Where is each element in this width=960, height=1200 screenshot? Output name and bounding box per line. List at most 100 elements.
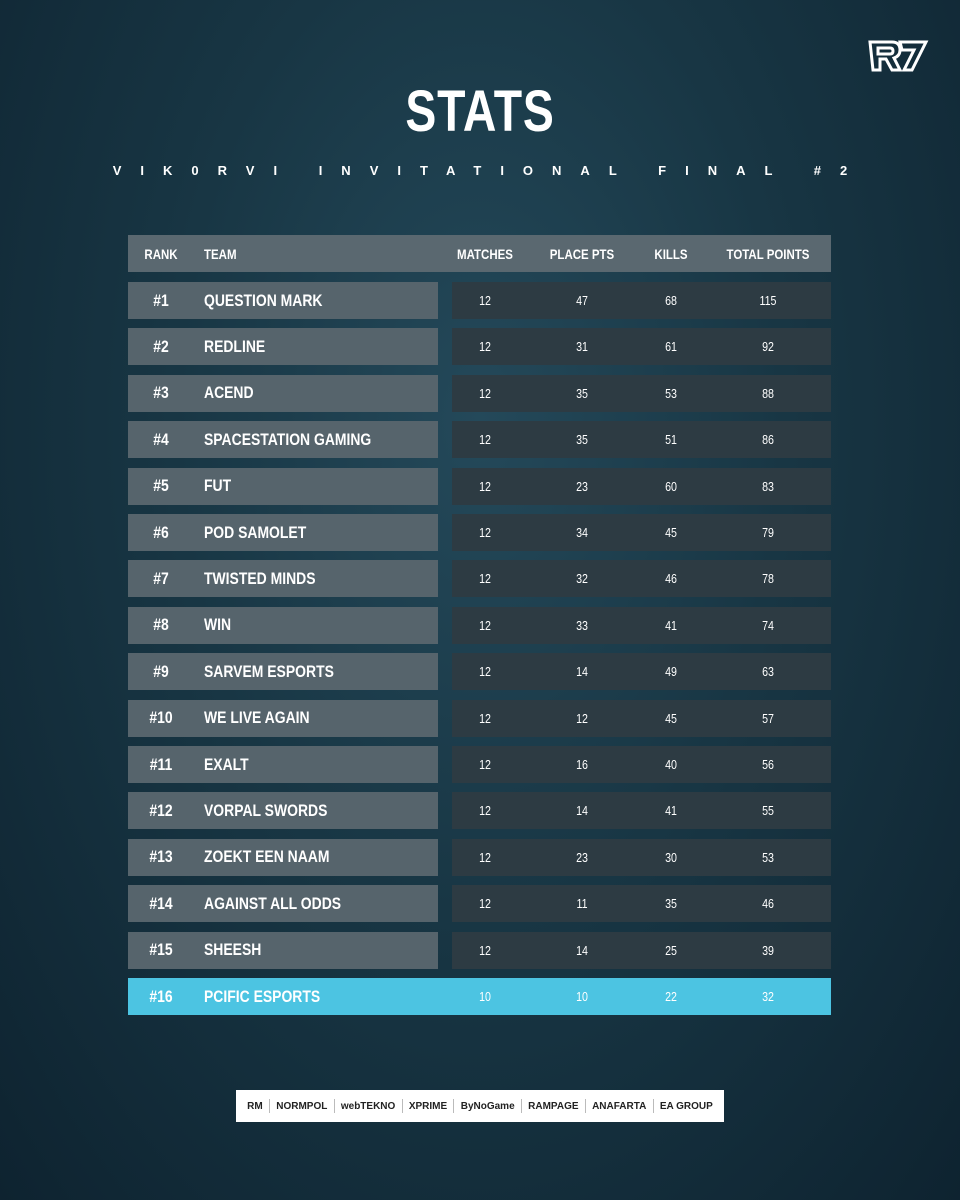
- place-pts: 33: [576, 617, 588, 633]
- rank: #12: [149, 800, 173, 820]
- row-team-bg: [128, 838, 438, 876]
- separator: [333, 1099, 335, 1113]
- kills: 35: [665, 896, 677, 912]
- matches: 12: [479, 942, 491, 958]
- matches: 10: [479, 989, 491, 1004]
- matches: 12: [479, 385, 491, 401]
- place-pts: 12: [576, 710, 588, 726]
- separator: [268, 1099, 270, 1113]
- row-stats-bg: [452, 792, 831, 830]
- sponsor-logo: ANAFARTA: [592, 1100, 647, 1112]
- total-points: 115: [759, 293, 777, 308]
- total-points: 56: [762, 757, 774, 772]
- rank: #2: [153, 336, 169, 356]
- total-points: 46: [762, 896, 774, 912]
- rank: #15: [149, 940, 173, 960]
- row-team-bg: [128, 328, 438, 366]
- row-stats-bg: [452, 838, 831, 876]
- kills: 60: [665, 478, 677, 494]
- total-points: 74: [762, 617, 774, 633]
- row-team-bg: [128, 792, 438, 830]
- row-stats-bg: [452, 467, 831, 505]
- total-points: 32: [762, 989, 774, 1004]
- team-name: REDLINE: [204, 336, 266, 356]
- total-points: 86: [762, 432, 774, 448]
- row-team-bg: [128, 560, 438, 598]
- row-team-bg: [128, 421, 438, 459]
- team-name: TWISTED MINDS: [204, 568, 316, 588]
- place-pts: 16: [576, 757, 588, 772]
- sponsor-logo: NORMPOL: [276, 1100, 328, 1112]
- total-points: 83: [762, 478, 774, 494]
- separator: [652, 1099, 654, 1113]
- separator: [584, 1099, 586, 1113]
- rank: #14: [149, 893, 173, 913]
- row-team-bg: [128, 699, 438, 737]
- matches: 12: [479, 617, 491, 633]
- place-pts: 14: [576, 664, 588, 680]
- team-name: ACEND: [204, 383, 254, 403]
- place-pts: 14: [576, 942, 588, 958]
- rank: #5: [153, 476, 169, 496]
- rank: #7: [153, 568, 169, 588]
- place-pts: 35: [576, 385, 588, 401]
- team-name: EXALT: [204, 754, 249, 774]
- row-team-bg: [128, 653, 438, 691]
- total-points: 39: [762, 942, 774, 958]
- rank: #1: [153, 290, 169, 310]
- matches: 12: [479, 478, 491, 494]
- matches: 12: [479, 803, 491, 819]
- rank: #11: [149, 754, 173, 774]
- row-team-bg: [128, 606, 438, 644]
- header-row: RANK TEAM MATCHES PLACE PTS KILLS TOTAL POINT…: [128, 235, 831, 272]
- row-stats-bg: [452, 514, 831, 551]
- row-team-bg: [128, 282, 438, 319]
- sponsor-logo: webTEKNO: [340, 1100, 396, 1112]
- matches: 12: [479, 896, 491, 912]
- kills: 45: [665, 710, 677, 726]
- kills: 22: [665, 989, 677, 1004]
- kills: 41: [665, 803, 677, 819]
- team-name: SHEESH: [204, 940, 262, 960]
- row-team-bg: [128, 931, 438, 969]
- matches: 12: [479, 710, 491, 726]
- kills: 40: [665, 757, 677, 772]
- column-header: KILLS: [654, 245, 688, 262]
- subtitle: VIK0RVI INVITATIONAL FINAL #2: [112, 163, 867, 178]
- place-pts: 14: [576, 803, 588, 819]
- team-name: AGAINST ALL ODDS: [204, 893, 342, 913]
- row-team-bg: [128, 374, 438, 412]
- rank: #16: [149, 986, 173, 1006]
- kills: 46: [665, 571, 677, 587]
- total-points: 92: [762, 339, 774, 355]
- place-pts: 31: [576, 339, 588, 355]
- sponsor-logo: ByNoGame: [460, 1100, 515, 1112]
- separator: [453, 1099, 455, 1113]
- column-header: TEAM: [204, 245, 237, 262]
- team-name: SPACESTATION GAMING: [204, 429, 372, 449]
- kills: 68: [665, 293, 677, 308]
- matches: 12: [479, 571, 491, 587]
- matches: 12: [479, 849, 491, 865]
- column-header: PLACE PTS: [549, 245, 615, 262]
- team-name: WIN: [204, 615, 232, 635]
- kills: 61: [665, 339, 677, 355]
- team-name: QUESTION MARK: [204, 290, 323, 310]
- column-header: MATCHES: [457, 245, 513, 262]
- team-name: VORPAL SWORDS: [204, 800, 328, 820]
- total-points: 88: [762, 385, 774, 401]
- total-points: 78: [762, 571, 774, 587]
- row-stats-bg: [452, 421, 831, 459]
- matches: 12: [479, 293, 491, 308]
- brand-logo: [868, 40, 929, 72]
- kills: 51: [665, 432, 677, 448]
- rank: #8: [153, 615, 169, 635]
- row-team-bg: [128, 885, 438, 923]
- rank: #10: [149, 708, 173, 728]
- sponsor-logo: RM: [247, 1100, 263, 1112]
- separator: [401, 1099, 403, 1113]
- place-pts: 23: [576, 478, 588, 494]
- row-stats-bg: [452, 699, 831, 737]
- team-name: WE LIVE AGAIN: [204, 708, 310, 728]
